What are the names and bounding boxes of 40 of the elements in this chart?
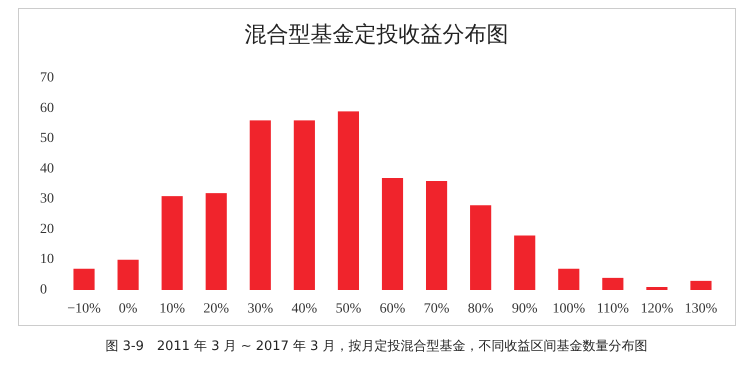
x-tick-label: 130% <box>684 302 718 316</box>
x-tick-label: 70% <box>424 302 450 316</box>
chart-title: 混合型基金定投收益分布图 <box>244 22 508 46</box>
bar <box>206 193 227 290</box>
x-tick-label: 0% <box>118 302 138 316</box>
bar <box>690 280 712 290</box>
y-tick-label: 60 <box>40 100 54 116</box>
y-tick-label: 20 <box>40 222 54 237</box>
bar <box>646 286 668 290</box>
x-tick-label: −10% <box>67 302 102 316</box>
bar <box>602 278 624 290</box>
x-tick-label: 40% <box>292 302 318 316</box>
x-tick-label: 80% <box>468 302 494 316</box>
x-tick-label: 60% <box>380 302 406 316</box>
y-tick-label: 10 <box>40 252 54 268</box>
x-tick-label: 10% <box>159 302 186 316</box>
bar <box>558 268 580 290</box>
caption: 图 3-9 2011 年 3 月 ~ 2017 年 3 月，按月定投混合型基金，不同收益区间基金数量分布图 <box>105 339 648 354</box>
x-tick-label: 30% <box>247 302 274 316</box>
y-tick-label: 0 <box>40 282 47 298</box>
x-tick-label: 50% <box>336 302 362 316</box>
x-tick-label: 20% <box>203 302 230 316</box>
y-tick-label: 70 <box>40 70 54 86</box>
x-tick-label: 90% <box>512 302 538 316</box>
y-tick-label: 50 <box>40 131 54 146</box>
bar <box>470 205 492 290</box>
bar <box>162 196 183 290</box>
bar <box>118 260 139 290</box>
bar <box>338 111 360 290</box>
bar <box>426 180 448 290</box>
bar <box>294 120 315 290</box>
y-tick-label: 30 <box>40 192 54 207</box>
bar <box>382 178 404 290</box>
bar <box>73 268 95 290</box>
y-tick-label: 40 <box>40 161 54 176</box>
x-tick-label: 100% <box>552 302 586 316</box>
x-tick-label: 120% <box>640 302 674 316</box>
bar <box>250 120 271 290</box>
x-tick-label: 110% <box>596 302 630 316</box>
bar <box>514 235 536 290</box>
